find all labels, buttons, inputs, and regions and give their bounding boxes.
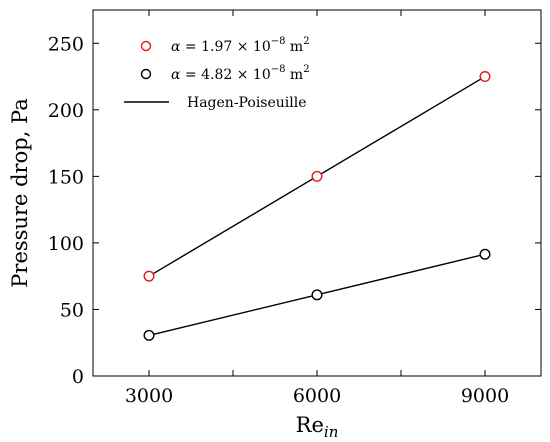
tick-labels: 3000 6000 9000 0 50 100 150 200 250 bbox=[48, 33, 509, 407]
x-tick-label: 3000 bbox=[125, 385, 173, 407]
data-markers bbox=[143, 71, 491, 341]
y-tick-label: 100 bbox=[48, 233, 84, 255]
y-tick-label: 150 bbox=[48, 166, 84, 188]
legend-label-series-1: α = 1.97 × 10−8 m2 bbox=[171, 36, 310, 55]
legend-eq-2: = 4.82 × 10 bbox=[185, 67, 271, 83]
legend-marker-series-1 bbox=[140, 40, 152, 52]
x-axis-title-main: Re bbox=[296, 413, 324, 437]
y-tick-label: 0 bbox=[72, 366, 84, 388]
y-tick-label: 200 bbox=[48, 100, 84, 122]
y-tick-label: 250 bbox=[48, 33, 84, 55]
x-tick-label: 9000 bbox=[461, 385, 509, 407]
x-tick-label: 6000 bbox=[293, 385, 341, 407]
axis-ticks bbox=[93, 10, 541, 377]
legend-unit-1: m bbox=[285, 39, 303, 55]
x-axis-title: Rein bbox=[296, 413, 339, 441]
legend-exp-2: −8 bbox=[271, 64, 286, 75]
legend-unit-2: m bbox=[285, 67, 303, 83]
data-point-series-1 bbox=[311, 170, 323, 182]
legend-alpha-1: α bbox=[171, 39, 181, 55]
legend-marker-series-2 bbox=[140, 68, 152, 80]
legend-exp-1: −8 bbox=[271, 36, 286, 47]
legend-alpha-2: α bbox=[171, 67, 181, 83]
data-point-series-2 bbox=[143, 329, 155, 341]
y-axis-title: Pressure drop, Pa bbox=[8, 98, 32, 287]
data-point-series-2 bbox=[479, 248, 491, 260]
legend-eq-1: = 1.97 × 10 bbox=[185, 39, 271, 55]
plot-frame bbox=[92, 9, 542, 377]
x-axis-title-subscript: in bbox=[324, 423, 338, 441]
legend-label-hagen-poiseuille: Hagen-Poiseuille bbox=[187, 95, 307, 111]
legend-unit-exp-2: 2 bbox=[303, 64, 309, 75]
data-point-series-1 bbox=[143, 270, 155, 282]
y-tick-label: 50 bbox=[60, 299, 84, 321]
data-point-series-2 bbox=[311, 289, 323, 301]
legend-label-series-2: α = 4.82 × 10−8 m2 bbox=[171, 64, 310, 83]
legend: α = 1.97 × 10−8 m2 α = 4.82 × 10−8 m2 Ha… bbox=[124, 36, 310, 111]
data-point-series-1 bbox=[479, 71, 491, 83]
legend-unit-exp-1: 2 bbox=[303, 36, 309, 47]
